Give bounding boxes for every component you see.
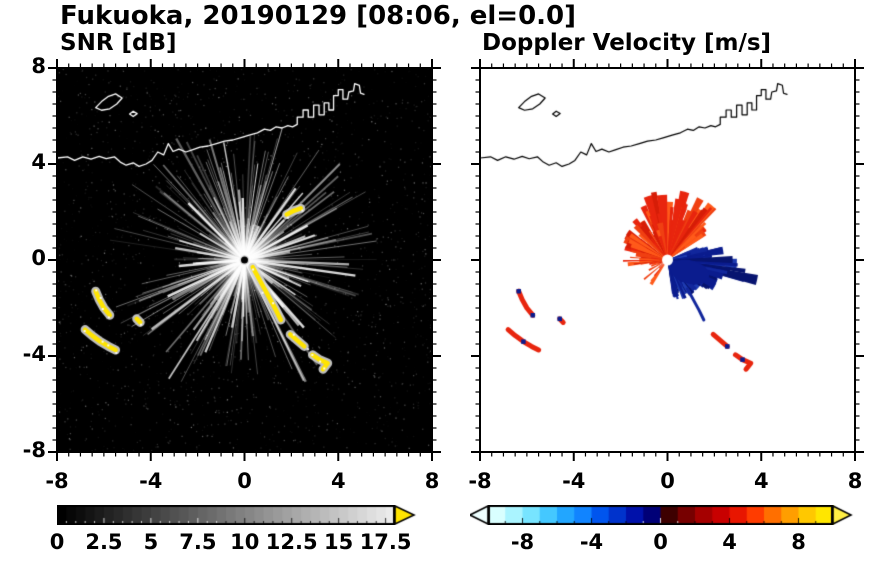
tick-label: 12.5	[265, 530, 318, 554]
doppler-x-axis-tick-labels: -8 -4 0 4 8	[468, 469, 862, 497]
figure-title: Fukuoka, 20190129 [08:06, el=0.0]	[60, 1, 577, 31]
tick-label: -8	[45, 469, 69, 493]
tick-label: 4	[31, 150, 46, 174]
tick-label: -4	[562, 469, 586, 493]
snr-radar-image	[57, 68, 432, 452]
tick-label: 0	[31, 246, 46, 270]
tick-label: -8	[468, 469, 492, 493]
tick-label: 4	[722, 530, 737, 554]
snr-colorbar-tick-labels: 0 2.5 5 7.5 10 12.5 15 17.5	[50, 530, 437, 558]
doppler-radar-image	[480, 68, 855, 452]
tick-label: 4	[330, 469, 346, 493]
doppler-colorbar-tick-labels: -8 -4 0 4 8	[470, 530, 855, 558]
tick-label: 0	[653, 530, 668, 554]
tick-label: -4	[139, 469, 163, 493]
tick-label: -8	[510, 530, 535, 554]
tick-label: 0	[49, 530, 65, 554]
snr-panel-title: SNR [dB]	[60, 30, 177, 56]
snr-plot-area	[48, 59, 441, 461]
tick-label: 8	[791, 530, 806, 554]
tick-label: 8	[424, 469, 440, 493]
snr-colorbar	[57, 505, 419, 525]
tick-label: 4	[753, 469, 769, 493]
tick-label: 7.5	[179, 530, 217, 554]
tick-label: 2.5	[85, 530, 123, 554]
y-axis-tick-labels: -8 -4 0 4 8	[2, 54, 48, 462]
tick-label: 15	[324, 530, 354, 554]
doppler-panel-title: Doppler Velocity [m/s]	[482, 30, 772, 56]
tick-label: -8	[22, 438, 46, 462]
tick-label: 0	[237, 469, 252, 493]
doppler-colorbar	[470, 505, 855, 525]
tick-label: 17.5	[359, 530, 412, 554]
snr-x-axis-tick-labels: -8 -4 0 4 8	[45, 469, 439, 497]
doppler-plot-area	[471, 59, 864, 461]
tick-label: 8	[31, 54, 46, 78]
tick-label: 10	[230, 530, 260, 554]
tick-label: -4	[579, 530, 604, 554]
tick-label: 0	[660, 469, 675, 493]
tick-label: 8	[847, 469, 863, 493]
tick-label: 5	[143, 530, 159, 554]
tick-label: -4	[22, 342, 46, 366]
